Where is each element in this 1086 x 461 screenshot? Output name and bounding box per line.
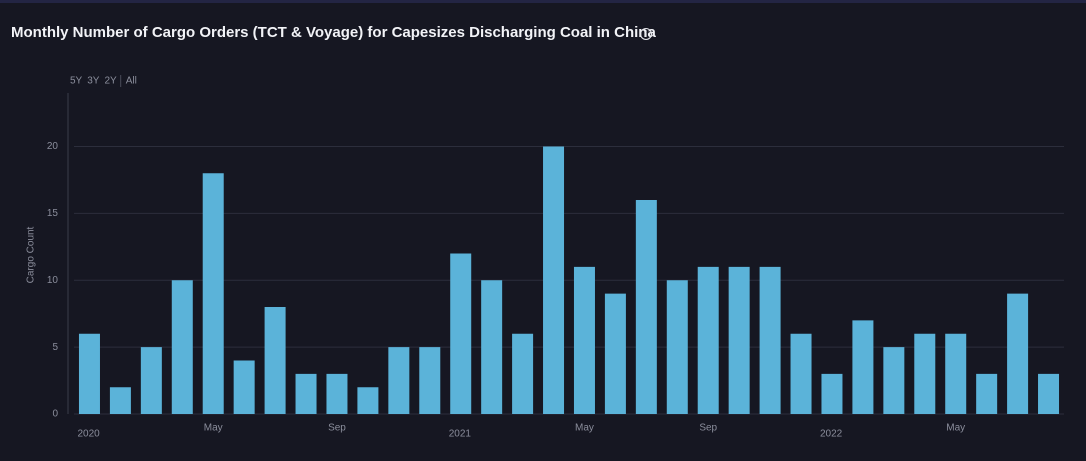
bar: [945, 333, 967, 414]
bar: [1038, 373, 1060, 414]
bar: [140, 347, 162, 414]
bar: [419, 347, 441, 414]
x-tick-label: May: [204, 423, 223, 434]
top-border: [0, 0, 1086, 3]
bar: [481, 280, 503, 414]
bar: [976, 373, 998, 414]
bar: [233, 360, 255, 414]
y-tick-label: 20: [47, 141, 59, 152]
bar: [666, 280, 688, 414]
bar: [1007, 293, 1029, 414]
bar: [914, 333, 936, 414]
bar: [728, 266, 750, 414]
x-tick-label: 2022: [820, 429, 843, 440]
bar: [326, 373, 348, 414]
y-axis-label: Cargo Count: [26, 226, 37, 283]
bar: [821, 373, 843, 414]
bar: [109, 387, 131, 414]
chart-title: Monthly Number of Cargo Orders (TCT & Vo…: [11, 24, 656, 41]
bar: [295, 373, 317, 414]
bar: [759, 266, 781, 414]
bar: [790, 333, 812, 414]
bar: [78, 333, 100, 414]
x-tick-label: May: [946, 423, 965, 434]
y-tick-label: 10: [47, 275, 59, 286]
y-tick-label: 5: [52, 342, 58, 353]
x-tick-label: May: [575, 423, 594, 434]
range-button[interactable]: 5Y: [70, 76, 83, 87]
range-button[interactable]: 3Y: [87, 76, 100, 87]
bar: [635, 200, 657, 414]
range-button[interactable]: 2Y: [104, 76, 117, 87]
range-button[interactable]: All: [126, 76, 137, 87]
y-tick-label: 0: [52, 409, 58, 420]
x-tick-label: 2020: [77, 429, 100, 440]
bar: [202, 173, 224, 414]
bar: [357, 387, 379, 414]
x-tick-label: 2021: [449, 429, 472, 440]
y-tick-label: 15: [47, 208, 59, 219]
bar: [264, 307, 286, 414]
bar: [450, 253, 472, 414]
bar: [543, 146, 565, 414]
bar: [883, 347, 905, 414]
bar: [573, 266, 595, 414]
info-icon[interactable]: [639, 27, 653, 41]
bar: [512, 333, 534, 414]
bar: [171, 280, 193, 414]
bar: [852, 320, 874, 414]
x-tick-label: Sep: [699, 423, 717, 434]
bar: [388, 347, 410, 414]
bar: [604, 293, 626, 414]
bar: [697, 266, 719, 414]
x-tick-label: Sep: [328, 423, 346, 434]
